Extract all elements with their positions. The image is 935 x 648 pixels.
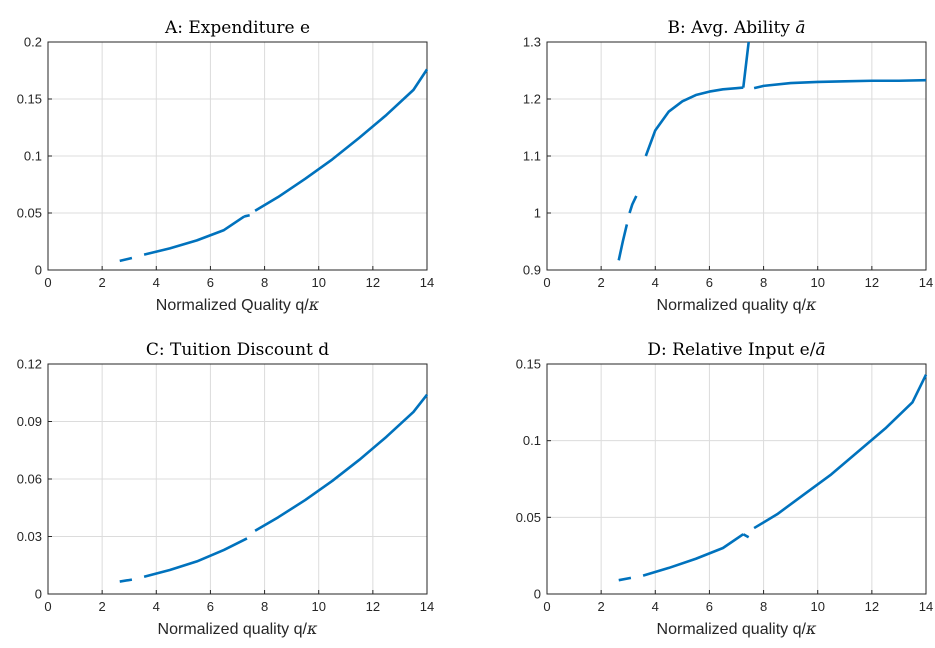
panel-c-xtick-label-4: 8 (261, 599, 268, 614)
panel-a-ytick-label-0: 0 (35, 263, 42, 278)
panel-c-ytick-label-1: 0.03 (17, 529, 42, 544)
panel-a-xlabel: Normalized Quality q/κ (156, 295, 320, 314)
panel-d-xtick-label-1: 2 (598, 599, 605, 614)
panel-a-line-segment-3 (254, 68, 429, 212)
panel-a-xtick-label-0: 0 (44, 275, 51, 290)
panel-a-line-segment-1 (143, 215, 245, 256)
panel-d-xlabel: Normalized quality q/κ (657, 619, 817, 638)
panel-d-xtick-label-7: 14 (919, 599, 933, 614)
panel-b-ytick-label-4: 1.3 (523, 35, 541, 50)
panel-a-xtick-label-5: 10 (311, 275, 325, 290)
panel-c-xtick-label-2: 4 (153, 599, 160, 614)
panel-a-line-segment-2 (244, 214, 250, 218)
panel-d: 0 2 4 6 8 10 12 14 0 0.05 0.1 0.15 D: Relative Input… (516, 340, 934, 638)
panel-b-ytick-label-2: 1.1 (523, 149, 541, 164)
panel-b-line-segment-1 (628, 195, 638, 214)
panel-b-line-segment-4 (753, 78, 927, 90)
panel-d-xtick-label-3: 6 (706, 599, 713, 614)
panel-c-ytick-label-0: 0 (35, 587, 42, 602)
panel-b-xtick-label-0: 0 (543, 275, 550, 290)
panel-b-title: B: Avg. Ability ā (668, 18, 806, 38)
panel-b: 0 2 4 6 8 10 12 14 0.9 1 1.1 1.2 1.3 B: Avg. Ability … (523, 18, 933, 314)
panel-a-ytick-label-2: 0.1 (24, 149, 42, 164)
panel-d-ytick-label-1: 0.05 (516, 510, 541, 525)
panel-c-title: C: Tuition Discount d (146, 340, 329, 360)
panel-c-xtick-label-1: 2 (99, 599, 106, 614)
panel-d-line-segment-3 (753, 374, 928, 530)
panel-a-xtick-label-4: 8 (261, 275, 268, 290)
panel-c-xtick-label-6: 12 (366, 599, 380, 614)
panel-b-xtick-label-3: 6 (706, 275, 713, 290)
panel-c-line-segment-2 (254, 393, 429, 532)
panel-b-xtick-label-7: 14 (919, 275, 933, 290)
panel-c-ytick-label-3: 0.09 (17, 414, 42, 429)
panel-d-line-segment-1 (642, 533, 745, 577)
panel-d-xtick-label-6: 12 (865, 599, 879, 614)
panel-c-ytick-label-2: 0.06 (17, 472, 42, 487)
panel-d-ytick-label-0: 0 (534, 587, 541, 602)
panel-c-xtick-label-0: 0 (44, 599, 51, 614)
panel-d-ytick-label-3: 0.15 (516, 357, 541, 372)
panel-b-xtick-label-1: 2 (598, 275, 605, 290)
panel-b-xtick-label-5: 10 (810, 275, 824, 290)
panel-c-xtick-label-7: 14 (420, 599, 434, 614)
panel-a-ytick-label-4: 0.2 (24, 35, 42, 50)
panel-c: 0 2 4 6 8 10 12 14 0 0.03 0.06 0.09 0.12 C: Tuition D… (17, 340, 435, 638)
panel-b-line-segment-3 (741, 41, 750, 88)
panel-d-ytick-label-2: 0.1 (523, 433, 541, 448)
panel-c-line-segment-0 (119, 578, 133, 583)
panel-d-xtick-label-4: 8 (760, 599, 767, 614)
panel-d-xtick-label-5: 10 (810, 599, 824, 614)
panel-b-xlabel: Normalized quality q/κ (657, 295, 817, 314)
panel-c-ytick-label-4: 0.12 (17, 357, 42, 372)
panel-a-xtick-label-3: 6 (207, 275, 214, 290)
panel-a-xtick-label-2: 4 (153, 275, 160, 290)
panel-d-axes-box (546, 363, 927, 595)
panel-b-ytick-label-3: 1.2 (523, 92, 541, 107)
panel-c-xtick-label-3: 6 (207, 599, 214, 614)
panel-d-title: D: Relative Input e/ā (647, 340, 825, 360)
panel-a-ytick-label-1: 0.05 (17, 206, 42, 221)
panel-b-line-segment-2 (644, 86, 744, 157)
panel-a-line-segment-0 (119, 256, 133, 263)
panel-b-line-segment-0 (617, 224, 629, 261)
panel-b-xtick-label-2: 4 (652, 275, 659, 290)
panel-d-xtick-label-2: 4 (652, 599, 659, 614)
panel-b-xtick-label-4: 8 (760, 275, 767, 290)
panel-a-xtick-label-7: 14 (420, 275, 434, 290)
panel-c-xtick-label-5: 10 (311, 599, 325, 614)
panel-a-title: A: Expenditure e (164, 18, 310, 38)
panel-c-line-segment-1 (143, 537, 248, 579)
panel-a-ytick-label-3: 0.15 (17, 92, 42, 107)
panel-b-xtick-label-6: 12 (865, 275, 879, 290)
panel-c-xlabel: Normalized quality q/κ (158, 619, 318, 638)
panel-d-line-segment-2 (742, 533, 750, 539)
panel-a: 0 2 4 6 8 10 12 14 0 0.05 0.1 0.15 0.2 A: Expenditure… (17, 18, 435, 314)
panel-b-ytick-label-0: 0.9 (523, 263, 541, 278)
panel-a-xtick-label-6: 12 (366, 275, 380, 290)
panel-a-xtick-label-1: 2 (99, 275, 106, 290)
panel-d-xtick-label-0: 0 (543, 599, 550, 614)
panel-b-ytick-label-1: 1 (534, 206, 541, 221)
panel-d-line-segment-0 (618, 576, 632, 582)
